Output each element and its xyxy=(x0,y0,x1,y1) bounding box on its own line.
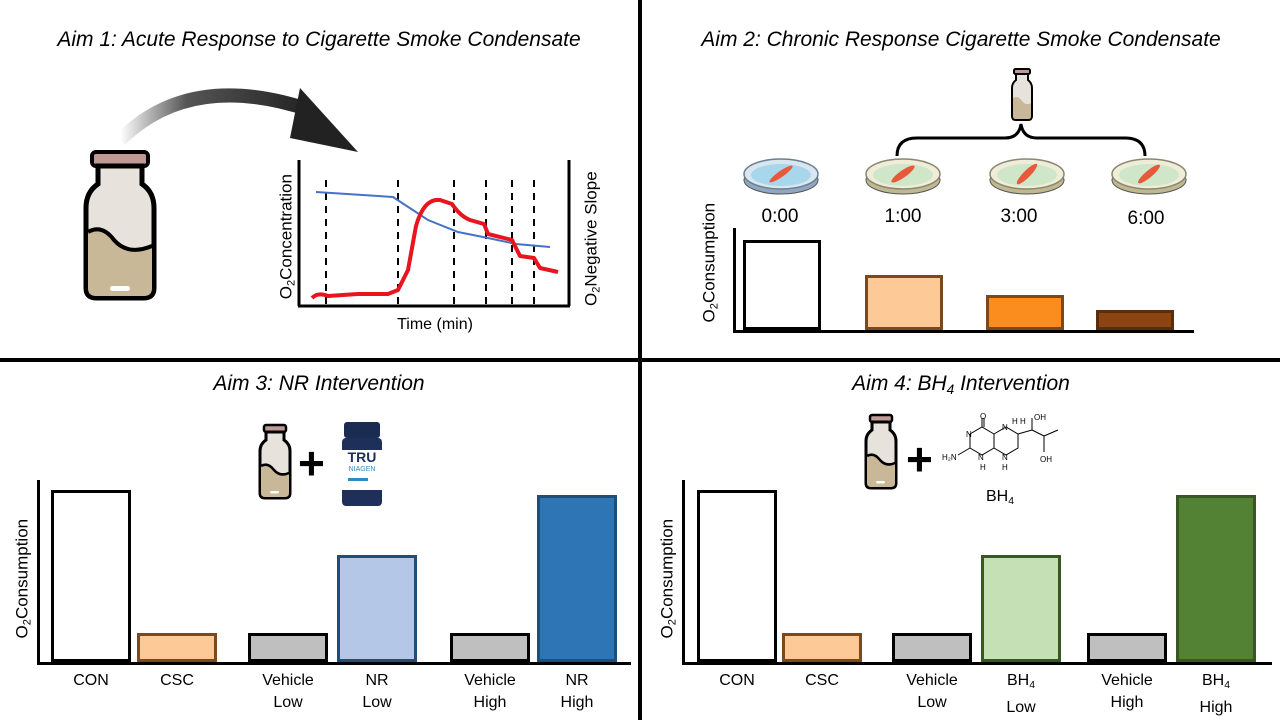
bh4-molecule-label: BH4 xyxy=(985,488,1014,508)
aim3-bar-label-2: Vehicle Low xyxy=(262,672,314,711)
petri-dish-icon-3 xyxy=(1111,158,1187,195)
aim3-bar-2 xyxy=(248,633,328,662)
aim3-bar-4 xyxy=(450,633,530,662)
aim4-title: Aim 4: BH4 Intervention xyxy=(852,372,1070,398)
aim3-bar-label-1: CSC xyxy=(160,672,194,689)
plus-sign-aim3: + xyxy=(298,437,325,489)
aim2-y-label: O2Consumption xyxy=(699,202,721,323)
aim2-bar-3 xyxy=(1096,310,1174,330)
csc-vial-small-icon xyxy=(258,423,292,500)
aim3-y-label: O2Consumption xyxy=(12,518,34,639)
aim4-bar-label-3: BH4 Low xyxy=(1006,672,1036,717)
aim3-bar-1 xyxy=(137,633,217,662)
aim3-bar-label-4: Vehicle High xyxy=(464,672,516,711)
bh4-atom-oh1: OH xyxy=(1034,413,1046,422)
aim4-bar-label-4: Vehicle High xyxy=(1101,672,1153,711)
aim1-title: Aim 1: Acute Response to Cigarette Smoke… xyxy=(57,28,581,51)
csc-vial-icon xyxy=(83,150,157,301)
bh4-atom-h2n: H₂N xyxy=(942,453,957,462)
time-label-0: 0:00 xyxy=(761,206,799,227)
aim2-y-axis xyxy=(733,228,736,333)
aim4-y-axis xyxy=(682,480,685,665)
csc-vial-aim4-icon xyxy=(864,413,898,490)
aim2-bar-1 xyxy=(865,275,943,330)
niagen-label: NIAGEN xyxy=(348,466,376,473)
aim3-y-axis xyxy=(37,480,40,665)
aim4-bar-0 xyxy=(697,490,777,662)
aim4-y-label: O2Consumption xyxy=(657,518,679,639)
aim2-x-axis xyxy=(733,330,1194,333)
bh4-atom-h4: H xyxy=(1020,417,1026,426)
curly-brace-icon xyxy=(895,123,1147,157)
aim4-bar-2 xyxy=(892,633,972,662)
aim4-x-axis xyxy=(682,662,1272,665)
aim3-bar-5 xyxy=(537,495,617,662)
tru-niagen-bottle-icon xyxy=(342,422,382,506)
bh4-atom-h2: H xyxy=(1002,463,1008,472)
time-label-2: 3:00 xyxy=(1000,206,1038,227)
curved-arrow-icon xyxy=(115,88,358,152)
aim3-bar-3 xyxy=(337,555,417,662)
bh4-atom-n3: N xyxy=(1002,423,1008,432)
bh4-atom-o: O xyxy=(980,412,986,421)
aim2-bar-0 xyxy=(743,240,821,330)
bh4-atom-oh2: OH xyxy=(1040,455,1052,464)
aim4-bar-label-1: CSC xyxy=(805,672,839,689)
bh4-molecule-icon: O OH OH H₂N N N N N H H H H xyxy=(942,412,1059,472)
bh4-atom-h3: H xyxy=(1012,417,1018,426)
plus-sign-aim4: + xyxy=(906,433,933,485)
time-label-3: 6:00 xyxy=(1127,208,1165,229)
aim4-bar-4 xyxy=(1087,633,1167,662)
aim2-bar-2 xyxy=(986,295,1064,330)
aim4-bar-1 xyxy=(782,633,862,662)
aim3-bar-label-0: CON xyxy=(73,672,109,689)
small-vial-icon xyxy=(1011,68,1033,121)
petri-dish-icon-0 xyxy=(743,158,819,195)
aim3-x-axis xyxy=(37,662,631,665)
aim3-title: Aim 3: NR Intervention xyxy=(213,372,425,395)
aim1-x-label: Time (min) xyxy=(397,316,473,333)
bh4-atom-n2: N xyxy=(978,453,984,462)
aim3-bar-label-5: NR High xyxy=(560,672,594,711)
aim4-bar-5 xyxy=(1176,495,1256,662)
petri-dish-icon-2 xyxy=(989,158,1065,195)
aim3-bar-0 xyxy=(51,490,131,662)
aim2-title: Aim 2: Chronic Response Cigarette Smoke … xyxy=(701,28,1221,51)
bh4-atom-h1: H xyxy=(980,463,986,472)
tru-brand-label: TRU xyxy=(347,449,377,465)
o2-trace-chart xyxy=(297,160,571,308)
aim4-bar-label-2: Vehicle Low xyxy=(906,672,958,711)
petri-dish-icon-1 xyxy=(865,158,941,195)
time-label-1: 1:00 xyxy=(884,206,922,227)
aim4-bar-3 xyxy=(981,555,1061,662)
aim4-bar-label-0: CON xyxy=(719,672,755,689)
bh4-atom-n1: N xyxy=(966,430,972,439)
horizontal-divider xyxy=(0,358,1280,362)
aim1-y-left-label: O2Concentration xyxy=(276,174,298,300)
aim1-y-right-label: O2Negative Slope xyxy=(581,171,603,307)
aim3-bar-label-3: NR Low xyxy=(362,672,392,711)
aim4-bar-label-5: BH4 High xyxy=(1199,672,1233,717)
bh4-atom-n4: N xyxy=(1002,453,1008,462)
